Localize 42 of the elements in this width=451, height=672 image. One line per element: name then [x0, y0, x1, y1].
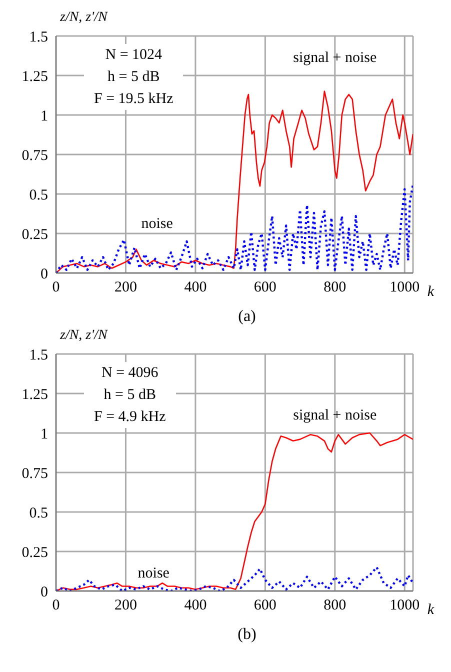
- y-tick-label: 0: [40, 266, 48, 282]
- x-tick-label: 800: [324, 598, 346, 614]
- x-tick-label: 400: [184, 280, 207, 296]
- y-tick-label: 0.25: [22, 544, 48, 561]
- x-tick-label: 400: [184, 598, 207, 614]
- y-tick-label: 0: [40, 584, 48, 600]
- x-tick-label: 0: [52, 280, 60, 296]
- y-tick-label: 0.25: [22, 226, 48, 243]
- x-axis-title: k: [427, 284, 434, 301]
- x-tick-label: 800: [324, 280, 346, 296]
- y-tick-label: 1: [40, 426, 48, 442]
- y-tick-label: 1.25: [22, 386, 48, 403]
- annotation: N = 1024: [104, 46, 164, 65]
- annotation: noise: [138, 565, 170, 582]
- y-tick-label: 0.75: [22, 466, 48, 482]
- x-tick-label: 1000: [390, 598, 420, 614]
- x-tick-label: 0: [52, 598, 60, 614]
- x-tick-label: 200: [114, 280, 137, 296]
- annotation: signal + noise: [293, 50, 377, 66]
- annotation: noise: [141, 216, 174, 232]
- y-tick-label: 0.5: [29, 187, 48, 204]
- text: (b): [236, 626, 258, 644]
- text: (a): [237, 308, 257, 326]
- y-axis-title: z/N, z'/N: [60, 10, 108, 26]
- y-axis-title: z/N, z'/N: [60, 328, 108, 344]
- annotation: F = 4.9 kHz: [94, 408, 166, 427]
- y-tick-label: 1.5: [29, 29, 48, 46]
- x-axis-title: k: [427, 602, 434, 619]
- y-tick-label: 0.5: [29, 505, 48, 522]
- x-tick-label: 600: [254, 280, 276, 296]
- y-tick-label: 0.75: [22, 148, 48, 164]
- x-tick-label: 1000: [390, 280, 420, 296]
- x-tick-label: 200: [114, 598, 137, 614]
- annotation: signal + noise: [293, 407, 377, 424]
- annotation: N = 4096: [100, 364, 160, 383]
- x-tick-label: 600: [254, 598, 276, 614]
- y-tick-label: 1.25: [22, 68, 48, 85]
- annotation: h = 5 dB: [102, 386, 157, 405]
- annotation: F = 19.5 kHz: [94, 90, 174, 109]
- y-tick-label: 1.5: [29, 347, 48, 364]
- y-tick-label: 1: [40, 108, 48, 124]
- annotation: h = 5 dB: [106, 68, 161, 87]
